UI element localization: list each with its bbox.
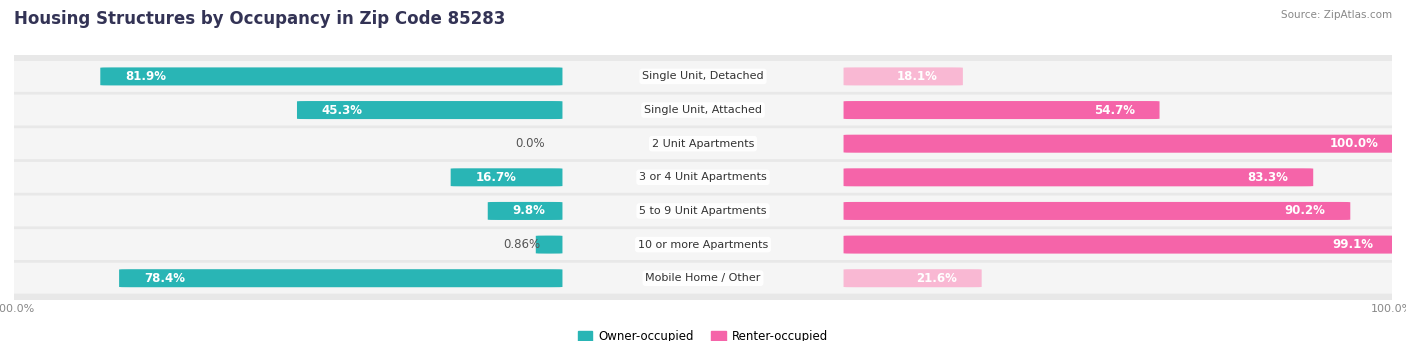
FancyBboxPatch shape xyxy=(0,128,1406,159)
Text: 45.3%: 45.3% xyxy=(322,104,363,117)
Text: Source: ZipAtlas.com: Source: ZipAtlas.com xyxy=(1281,10,1392,20)
Text: 90.2%: 90.2% xyxy=(1285,205,1326,218)
Text: 5 to 9 Unit Apartments: 5 to 9 Unit Apartments xyxy=(640,206,766,216)
FancyBboxPatch shape xyxy=(844,168,1313,186)
Text: 18.1%: 18.1% xyxy=(897,70,938,83)
FancyBboxPatch shape xyxy=(844,101,1160,119)
FancyBboxPatch shape xyxy=(844,68,963,86)
FancyBboxPatch shape xyxy=(488,202,562,220)
FancyBboxPatch shape xyxy=(844,236,1398,254)
FancyBboxPatch shape xyxy=(0,162,1406,193)
FancyBboxPatch shape xyxy=(844,135,1403,153)
FancyBboxPatch shape xyxy=(0,263,1406,294)
Text: 3 or 4 Unit Apartments: 3 or 4 Unit Apartments xyxy=(640,172,766,182)
FancyBboxPatch shape xyxy=(451,168,562,186)
FancyBboxPatch shape xyxy=(0,229,1406,260)
Text: 0.86%: 0.86% xyxy=(503,238,540,251)
Text: 99.1%: 99.1% xyxy=(1333,238,1374,251)
Text: 81.9%: 81.9% xyxy=(125,70,166,83)
Text: 9.8%: 9.8% xyxy=(513,205,546,218)
Text: Single Unit, Detached: Single Unit, Detached xyxy=(643,71,763,81)
Text: 100.0%: 100.0% xyxy=(1329,137,1378,150)
Text: 2 Unit Apartments: 2 Unit Apartments xyxy=(652,139,754,149)
FancyBboxPatch shape xyxy=(536,236,562,254)
FancyBboxPatch shape xyxy=(0,61,1406,92)
Text: 16.7%: 16.7% xyxy=(475,171,516,184)
Text: Single Unit, Attached: Single Unit, Attached xyxy=(644,105,762,115)
FancyBboxPatch shape xyxy=(844,202,1350,220)
FancyBboxPatch shape xyxy=(0,94,1406,125)
Text: 0.0%: 0.0% xyxy=(515,137,544,150)
FancyBboxPatch shape xyxy=(297,101,562,119)
Text: 10 or more Apartments: 10 or more Apartments xyxy=(638,240,768,250)
Text: 78.4%: 78.4% xyxy=(143,272,186,285)
Text: Mobile Home / Other: Mobile Home / Other xyxy=(645,273,761,283)
Text: 21.6%: 21.6% xyxy=(915,272,957,285)
FancyBboxPatch shape xyxy=(0,195,1406,226)
Text: 54.7%: 54.7% xyxy=(1094,104,1135,117)
FancyBboxPatch shape xyxy=(100,68,562,86)
Legend: Owner-occupied, Renter-occupied: Owner-occupied, Renter-occupied xyxy=(574,326,832,341)
FancyBboxPatch shape xyxy=(120,269,562,287)
Text: 83.3%: 83.3% xyxy=(1247,171,1288,184)
FancyBboxPatch shape xyxy=(844,269,981,287)
Text: Housing Structures by Occupancy in Zip Code 85283: Housing Structures by Occupancy in Zip C… xyxy=(14,10,505,28)
